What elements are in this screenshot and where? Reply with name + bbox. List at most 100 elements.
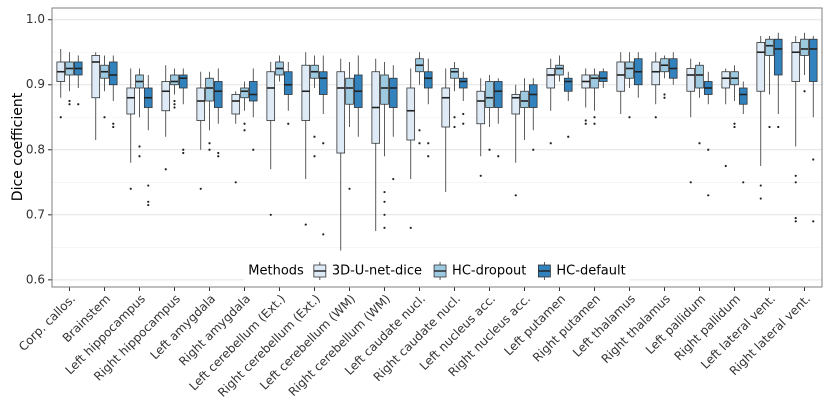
box-group bbox=[266, 61, 276, 216]
box-group bbox=[170, 68, 179, 109]
box-group bbox=[336, 58, 346, 251]
outlier bbox=[348, 187, 351, 190]
box-group bbox=[756, 35, 766, 200]
box-group bbox=[546, 58, 556, 145]
box-group bbox=[423, 58, 433, 158]
box-group bbox=[555, 55, 564, 82]
outlier bbox=[147, 184, 150, 187]
box-group bbox=[196, 71, 206, 190]
box bbox=[800, 38, 809, 56]
box bbox=[423, 71, 433, 89]
y-axis-title: Dice coefficient bbox=[10, 92, 26, 201]
outlier bbox=[427, 142, 430, 145]
outlier bbox=[532, 148, 535, 151]
box-group bbox=[660, 55, 669, 99]
box-group bbox=[703, 71, 713, 197]
box bbox=[283, 71, 293, 95]
box-group bbox=[633, 52, 643, 98]
outlier bbox=[584, 119, 587, 122]
outlier bbox=[593, 122, 596, 125]
outlier bbox=[138, 155, 141, 158]
outlier bbox=[453, 116, 456, 119]
box-group bbox=[651, 52, 661, 119]
box-group bbox=[738, 81, 748, 184]
outlier bbox=[409, 226, 412, 229]
outlier bbox=[689, 181, 692, 184]
outlier bbox=[112, 125, 115, 129]
outlier bbox=[138, 145, 141, 148]
box-group bbox=[205, 71, 214, 151]
outlier bbox=[462, 112, 465, 116]
box bbox=[555, 64, 564, 76]
outlier bbox=[427, 155, 430, 158]
outlier bbox=[208, 148, 211, 151]
outlier bbox=[462, 122, 465, 125]
box bbox=[528, 84, 538, 108]
outlier bbox=[794, 220, 797, 223]
box-group bbox=[240, 81, 249, 132]
box-group bbox=[388, 65, 398, 181]
outlier bbox=[707, 148, 710, 151]
box-group bbox=[143, 74, 153, 207]
outlier bbox=[173, 103, 176, 106]
box bbox=[773, 38, 783, 76]
box-group bbox=[126, 68, 136, 190]
box bbox=[126, 87, 136, 115]
box bbox=[686, 68, 696, 92]
outlier bbox=[322, 142, 325, 145]
box bbox=[721, 71, 731, 89]
box-group bbox=[380, 61, 389, 229]
box-group bbox=[248, 68, 258, 151]
outlier bbox=[59, 116, 62, 119]
box bbox=[196, 87, 206, 121]
outlier bbox=[322, 233, 325, 236]
outlier bbox=[593, 116, 596, 119]
plot-border bbox=[51, 7, 823, 288]
outlier bbox=[383, 226, 386, 229]
y-tick-label: 0.6 bbox=[26, 272, 45, 286]
box bbox=[248, 81, 258, 102]
x-tick-label: Left putamen bbox=[501, 292, 568, 359]
box-group bbox=[310, 55, 319, 158]
box bbox=[598, 71, 608, 82]
box bbox=[590, 74, 599, 89]
outlier bbox=[304, 223, 307, 226]
box-group bbox=[721, 68, 731, 168]
outlier bbox=[733, 125, 736, 129]
box-group bbox=[301, 52, 311, 226]
box-group bbox=[598, 68, 608, 88]
outlier bbox=[182, 151, 185, 155]
box bbox=[318, 71, 328, 95]
box-group bbox=[616, 52, 626, 115]
box bbox=[808, 38, 818, 82]
outlier bbox=[724, 164, 727, 168]
outlier bbox=[313, 135, 316, 138]
outlier bbox=[794, 216, 797, 220]
box bbox=[91, 55, 101, 99]
box bbox=[170, 74, 179, 86]
box bbox=[738, 87, 748, 105]
outlier bbox=[759, 197, 762, 200]
outlier bbox=[707, 194, 710, 197]
box-group bbox=[161, 65, 171, 171]
y-tick-label: 1.0 bbox=[26, 12, 45, 26]
box bbox=[266, 71, 276, 121]
outlier bbox=[287, 122, 290, 125]
outlier bbox=[514, 194, 517, 197]
box bbox=[161, 81, 171, 112]
box bbox=[388, 77, 398, 108]
box-group bbox=[686, 58, 696, 184]
box-group bbox=[563, 71, 573, 138]
outlier bbox=[243, 129, 246, 132]
outlier bbox=[147, 200, 150, 203]
outlier bbox=[453, 125, 456, 129]
box bbox=[441, 87, 451, 128]
box-group bbox=[511, 84, 521, 197]
outlier bbox=[479, 174, 482, 177]
box bbox=[345, 77, 354, 105]
legend-title: Methods bbox=[248, 264, 304, 279]
outlier bbox=[418, 142, 421, 145]
box bbox=[231, 94, 241, 115]
box bbox=[563, 77, 573, 92]
box bbox=[458, 77, 468, 89]
